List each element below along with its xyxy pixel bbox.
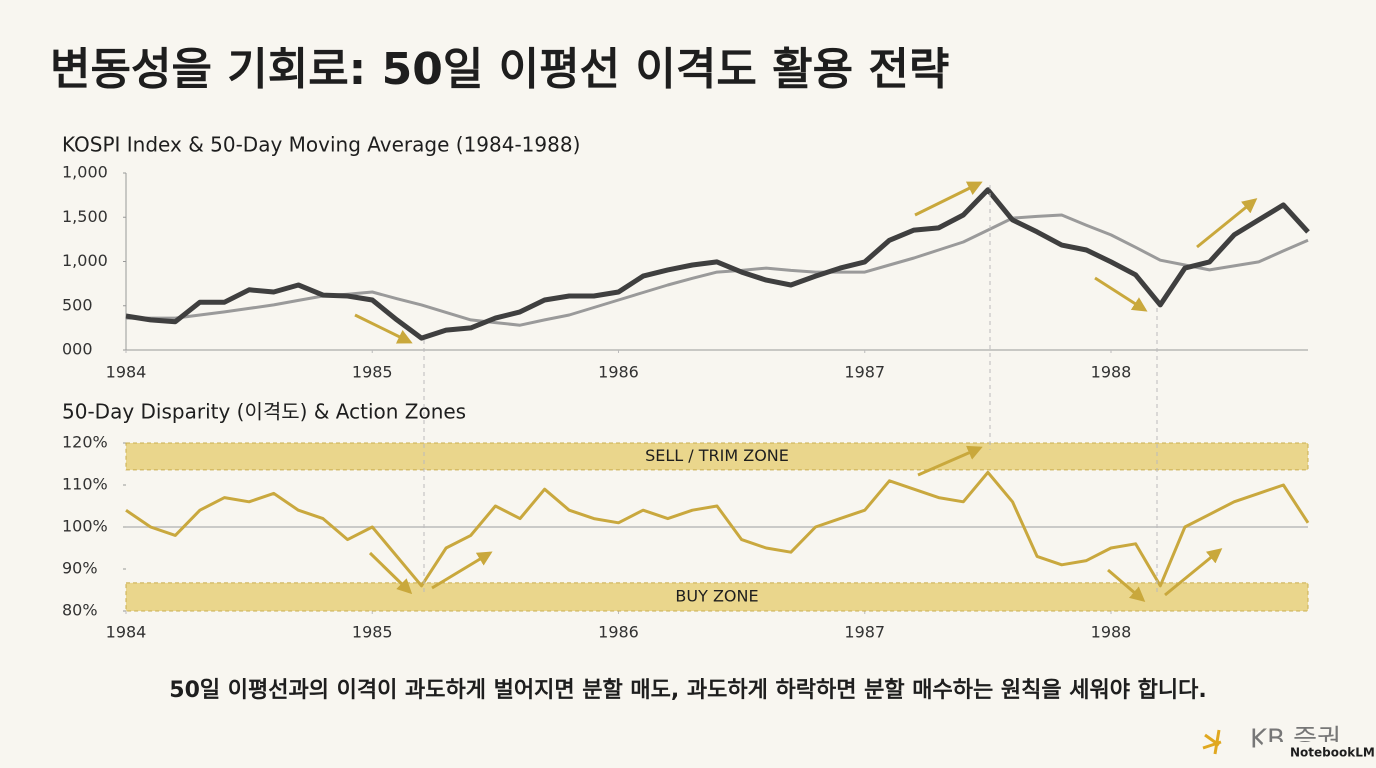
annotation-arrows — [354, 181, 1258, 602]
x-tick-label: 1988 — [1091, 623, 1132, 642]
y-tick-label: 80% — [62, 601, 98, 620]
arrow — [917, 445, 983, 477]
logo-icon — [1202, 729, 1222, 755]
action-zone — [125, 582, 1309, 612]
arrow — [354, 313, 413, 344]
caption: 50일 이평선과의 이격이 과도하게 벌어지면 분할 매도, 과도하게 하락하면… — [169, 677, 1206, 703]
zone-label: BUY ZONE — [675, 586, 758, 605]
arrow — [368, 551, 413, 595]
y-tick-label: 100% — [62, 517, 108, 536]
charts: 1,000 1,500 1,000 500 000 1984 1985 1986 1987 198… — [62, 163, 1310, 642]
x-tick-label: 1987 — [844, 623, 885, 642]
guide-lines — [423, 185, 1158, 596]
y-tick-label: 000 — [62, 340, 93, 359]
zone-label: SELL / TRIM ZONE — [645, 446, 789, 465]
y-tick-label: 110% — [62, 475, 108, 494]
arrow — [1164, 548, 1223, 597]
arrow — [431, 551, 493, 590]
chart-title: 50-Day Disparity (이격도) & Action Zones — [62, 400, 466, 424]
x-tick-label: 1985 — [352, 363, 393, 382]
x-tick-label: 1984 — [106, 363, 147, 382]
x-tick-label: 1984 — [106, 623, 147, 642]
watermark-bg — [1262, 742, 1370, 764]
action-zone — [125, 442, 1309, 471]
x-tick-label: 1985 — [352, 623, 393, 642]
arrow — [1107, 568, 1146, 602]
chart-title: KOSPI Index & 50-Day Moving Average (198… — [62, 133, 580, 157]
slide-title: 변동성을 기회로: 50일 이평선 이격도 활용 전략 — [50, 44, 949, 95]
watermark: NotebookLM — [1290, 746, 1375, 760]
arrow — [1094, 276, 1148, 312]
x-tick-label: 1986 — [598, 363, 639, 382]
y-tick-label: 1,000 — [62, 163, 108, 182]
y-tick-label: 500 — [62, 295, 93, 314]
y-tick-label: 90% — [62, 559, 98, 578]
arrow — [914, 181, 983, 217]
x-tick-label: 1988 — [1091, 363, 1132, 382]
x-tick-label: 1987 — [844, 363, 885, 382]
data-line — [125, 187, 1310, 341]
arrow — [1196, 198, 1258, 249]
x-tick-label: 1986 — [598, 623, 639, 642]
y-tick-label: 120% — [62, 433, 108, 452]
data-line — [125, 470, 1310, 588]
y-tick-label: 1,000 — [62, 251, 108, 270]
y-tick-label: 1,500 — [62, 207, 108, 226]
